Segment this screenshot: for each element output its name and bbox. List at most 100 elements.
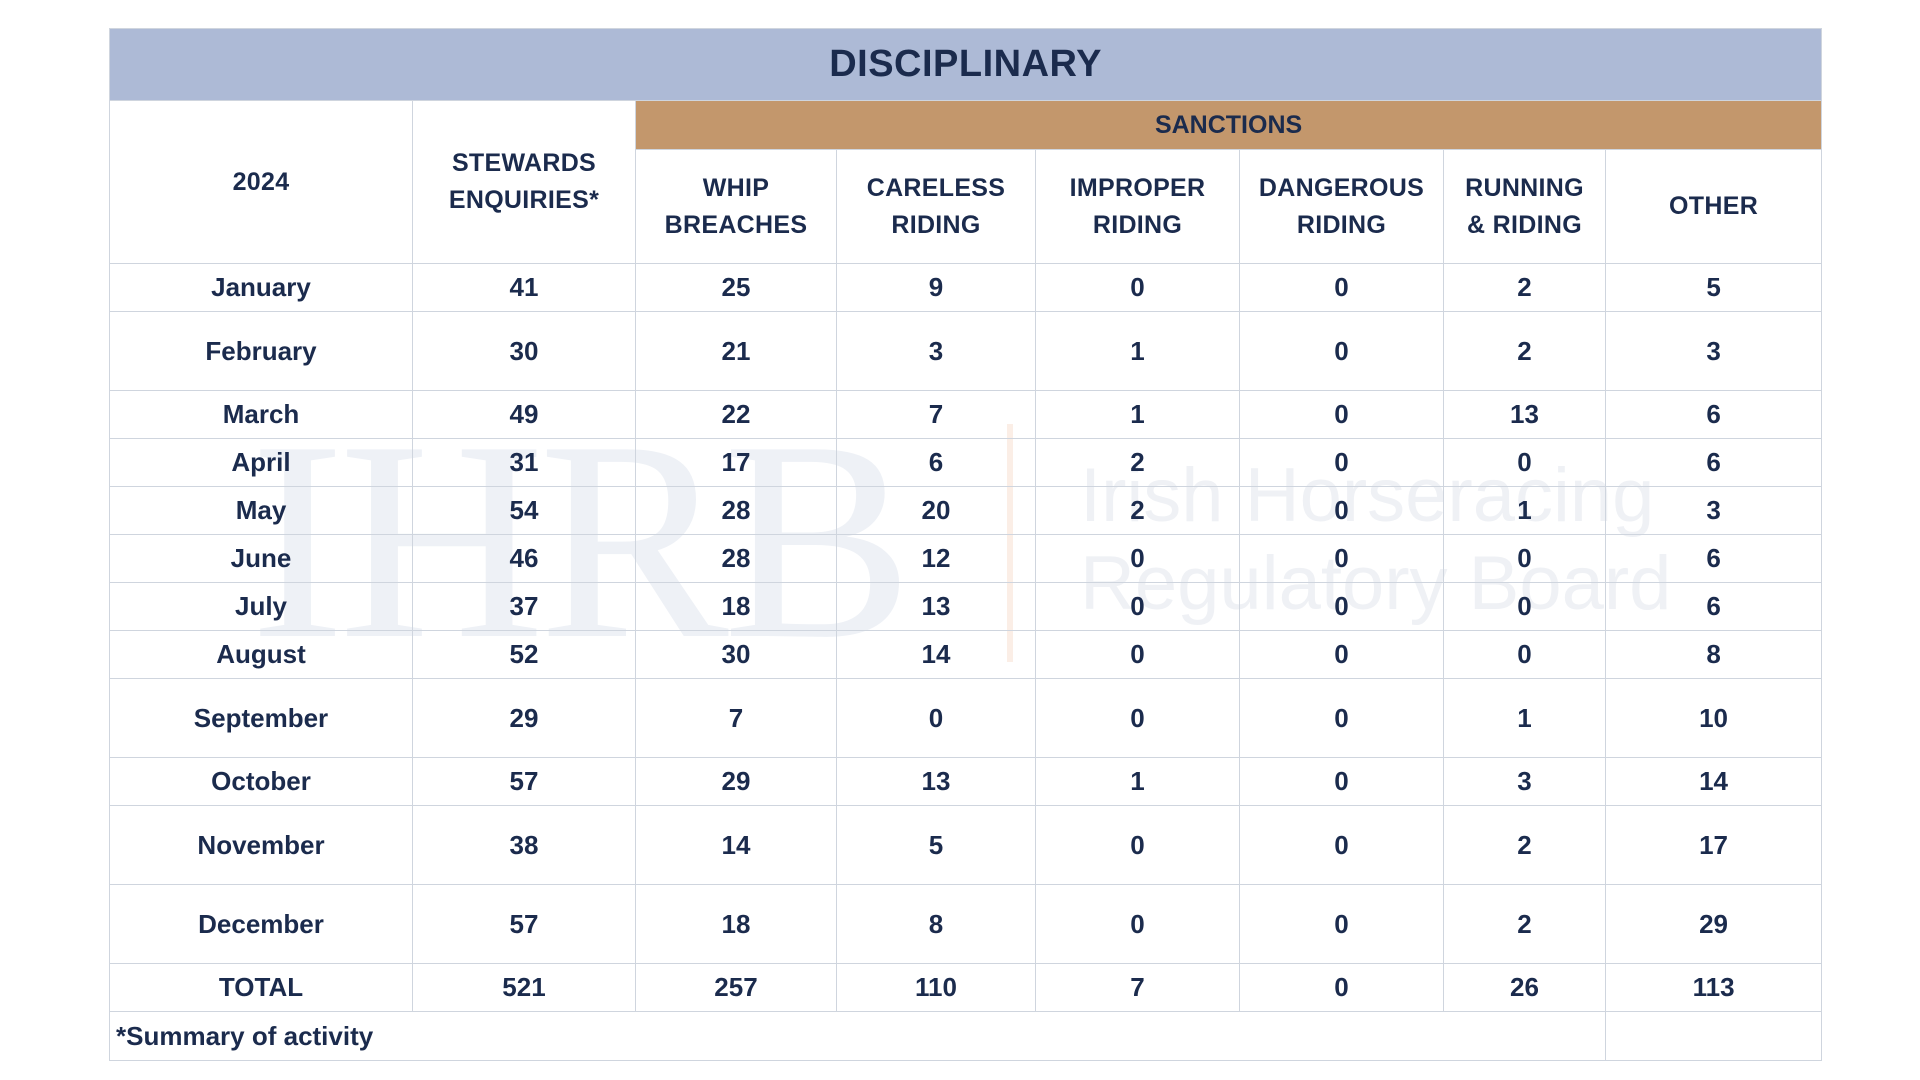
total-cell: 7: [1035, 963, 1240, 1012]
dangerous-riding-header: DANGEROUS RIDING: [1239, 149, 1444, 264]
month-cell: January: [109, 263, 413, 312]
value-cell: 0: [1035, 630, 1240, 679]
value-cell: 57: [412, 757, 636, 806]
value-cell: 22: [635, 390, 837, 439]
value-cell: 2: [1443, 884, 1606, 964]
value-cell: 17: [1604, 805, 1823, 885]
footnote: *Summary of activity: [109, 1011, 1606, 1061]
value-cell: 2: [1035, 438, 1240, 487]
header-line: OTHER: [1669, 192, 1759, 220]
footnote-row: *Summary of activity: [109, 1011, 1823, 1061]
value-cell: 54: [412, 486, 636, 535]
table-row: April 31 17 6 2 0 0 6: [109, 438, 1823, 487]
value-cell: 6: [1604, 582, 1823, 631]
header-line: & RIDING: [1467, 210, 1582, 239]
value-cell: 20: [836, 486, 1036, 535]
value-cell: 5: [1604, 263, 1823, 312]
table-row: June 46 28 12 0 0 0 6: [109, 534, 1823, 583]
month-cell: April: [109, 438, 413, 487]
value-cell: 0: [1239, 534, 1444, 583]
value-cell: 0: [1443, 582, 1606, 631]
value-cell: 6: [1604, 438, 1823, 487]
value-cell: 13: [1443, 390, 1606, 439]
month-cell: February: [109, 311, 413, 391]
total-cell: 0: [1239, 963, 1444, 1012]
sanctions-header: SANCTIONS: [634, 100, 1823, 150]
header-line: ENQUIRIES*: [448, 186, 600, 214]
total-cell: 26: [1443, 963, 1606, 1012]
value-cell: 3: [1604, 486, 1823, 535]
header-line: STEWARDS: [451, 149, 597, 177]
value-cell: 30: [635, 630, 837, 679]
value-cell: 13: [836, 757, 1036, 806]
month-cell: August: [109, 630, 413, 679]
value-cell: 13: [836, 582, 1036, 631]
header-line: RUNNING: [1465, 173, 1584, 202]
value-cell: 12: [836, 534, 1036, 583]
value-cell: 28: [635, 534, 837, 583]
value-cell: 0: [1035, 534, 1240, 583]
value-cell: 9: [836, 263, 1036, 312]
value-cell: 14: [635, 805, 837, 885]
month-cell: March: [109, 390, 413, 439]
table-row: August 52 30 14 0 0 0 8: [109, 630, 1823, 679]
other-header: OTHER: [1604, 149, 1823, 264]
value-cell: 0: [1443, 630, 1606, 679]
month-cell: July: [109, 582, 413, 631]
value-cell: 25: [635, 263, 837, 312]
total-cell: 521: [412, 963, 636, 1012]
header-line: CARELESS: [866, 173, 1006, 202]
total-label: TOTAL: [109, 963, 413, 1012]
month-cell: November: [109, 805, 413, 885]
value-cell: 2: [1443, 263, 1606, 312]
header-line: WHIP: [702, 173, 770, 202]
value-cell: 46: [412, 534, 636, 583]
value-cell: 0: [1443, 438, 1606, 487]
value-cell: 30: [412, 311, 636, 391]
value-cell: 0: [1035, 805, 1240, 885]
value-cell: 0: [1035, 678, 1240, 758]
value-cell: 1: [1443, 678, 1606, 758]
month-cell: December: [109, 884, 413, 964]
value-cell: 18: [635, 582, 837, 631]
value-cell: 7: [635, 678, 837, 758]
stewards-enquiries-header: STEWARDS ENQUIRIES*: [412, 100, 636, 264]
value-cell: 1: [1035, 757, 1240, 806]
table-row: September 29 7 0 0 0 1 10: [109, 678, 1823, 758]
value-cell: 2: [1443, 311, 1606, 391]
value-cell: 0: [1239, 805, 1444, 885]
careless-riding-header: CARELESS RIDING: [836, 149, 1036, 264]
header-line: RIDING: [1092, 210, 1183, 239]
month-cell: September: [109, 678, 413, 758]
value-cell: 21: [635, 311, 837, 391]
value-cell: 29: [635, 757, 837, 806]
table-row: December 57 18 8 0 0 2 29: [109, 884, 1823, 964]
table-row: March 49 22 7 1 0 13 6: [109, 390, 1823, 439]
whip-breaches-header: WHIP BREACHES: [635, 149, 837, 264]
value-cell: 29: [412, 678, 636, 758]
total-cell: 113: [1604, 963, 1823, 1012]
value-cell: 41: [412, 263, 636, 312]
value-cell: 0: [1239, 678, 1444, 758]
value-cell: 0: [1035, 263, 1240, 312]
improper-riding-header: IMPROPER RIDING: [1035, 149, 1240, 264]
value-cell: 14: [1604, 757, 1823, 806]
month-cell: October: [109, 757, 413, 806]
header-line: RIDING: [891, 210, 981, 239]
header-line: IMPROPER: [1069, 173, 1206, 202]
footnote-empty-cell: [1604, 1011, 1823, 1061]
value-cell: 14: [836, 630, 1036, 679]
total-row: TOTAL 521 257 110 7 0 26 113: [109, 963, 1823, 1012]
value-cell: 49: [412, 390, 636, 439]
value-cell: 0: [1239, 311, 1444, 391]
value-cell: 0: [1239, 630, 1444, 679]
month-cell: May: [109, 486, 413, 535]
value-cell: 0: [836, 678, 1036, 758]
table-row: February 30 21 3 1 0 2 3: [109, 311, 1823, 391]
value-cell: 1: [1443, 486, 1606, 535]
value-cell: 1: [1035, 390, 1240, 439]
value-cell: 3: [836, 311, 1036, 391]
value-cell: 57: [412, 884, 636, 964]
header-line: BREACHES: [664, 210, 808, 239]
